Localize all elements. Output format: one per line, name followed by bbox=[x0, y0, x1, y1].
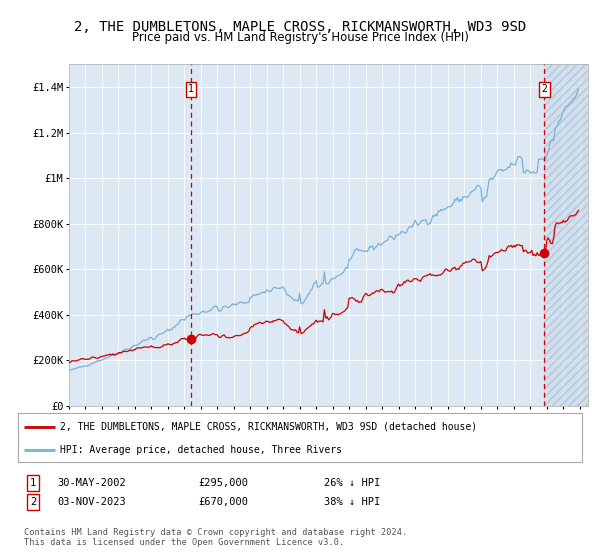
Text: 26% ↓ HPI: 26% ↓ HPI bbox=[324, 478, 380, 488]
Text: HPI: Average price, detached house, Three Rivers: HPI: Average price, detached house, Thre… bbox=[60, 445, 342, 455]
Text: Price paid vs. HM Land Registry's House Price Index (HPI): Price paid vs. HM Land Registry's House … bbox=[131, 31, 469, 44]
Text: 2, THE DUMBLETONS, MAPLE CROSS, RICKMANSWORTH, WD3 9SD (detached house): 2, THE DUMBLETONS, MAPLE CROSS, RICKMANS… bbox=[60, 422, 478, 432]
Text: 2: 2 bbox=[30, 497, 36, 507]
Text: Contains HM Land Registry data © Crown copyright and database right 2024.
This d: Contains HM Land Registry data © Crown c… bbox=[24, 528, 407, 547]
Text: 2: 2 bbox=[541, 85, 547, 95]
Text: 1: 1 bbox=[30, 478, 36, 488]
Text: 1: 1 bbox=[188, 85, 194, 95]
Text: 03-NOV-2023: 03-NOV-2023 bbox=[57, 497, 126, 507]
Text: 38% ↓ HPI: 38% ↓ HPI bbox=[324, 497, 380, 507]
Bar bbox=[544, 64, 588, 406]
Text: 30-MAY-2002: 30-MAY-2002 bbox=[57, 478, 126, 488]
Text: £295,000: £295,000 bbox=[198, 478, 248, 488]
Text: £670,000: £670,000 bbox=[198, 497, 248, 507]
Text: 2, THE DUMBLETONS, MAPLE CROSS, RICKMANSWORTH, WD3 9SD: 2, THE DUMBLETONS, MAPLE CROSS, RICKMANS… bbox=[74, 20, 526, 34]
